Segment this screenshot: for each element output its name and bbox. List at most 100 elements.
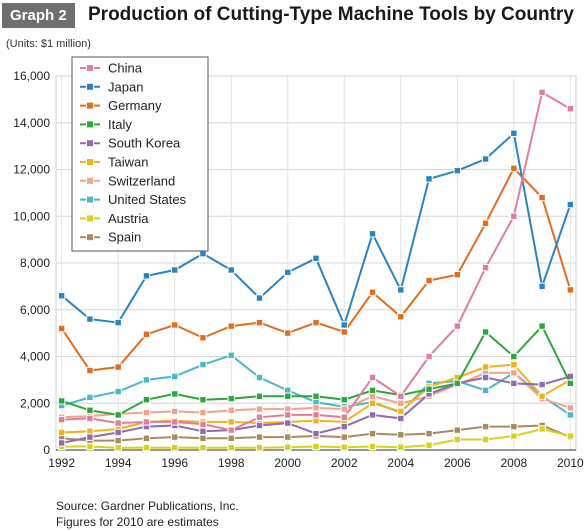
source-note: Source: Gardner Publications, Inc.	[56, 499, 239, 513]
data-point-china	[340, 413, 348, 421]
data-point-austria	[340, 443, 348, 451]
y-tick-label: 16,000	[13, 69, 50, 83]
data-point-austria	[114, 443, 122, 452]
data-point-switzerland	[397, 399, 405, 407]
data-point-spain	[199, 434, 207, 443]
data-point-austria	[142, 443, 151, 452]
data-point-china	[142, 418, 151, 426]
data-point-italy	[538, 322, 546, 330]
data-point-germany	[425, 276, 433, 285]
y-tick-label: 6,000	[20, 303, 50, 317]
y-tick-label: 10,000	[13, 209, 50, 223]
data-point-taiwan	[397, 407, 405, 416]
legend-marker-germany	[86, 101, 94, 110]
data-point-austria	[199, 443, 207, 452]
legend-marker-austria	[86, 214, 94, 223]
data-point-south-korea	[312, 429, 320, 438]
data-point-japan	[57, 292, 66, 300]
data-point-spain	[397, 431, 405, 439]
data-point-switzerland	[340, 405, 348, 413]
data-point-spain	[114, 436, 122, 445]
legend-label-china: China	[108, 61, 143, 76]
data-point-south-korea	[284, 419, 292, 427]
data-point-switzerland	[227, 406, 235, 414]
data-point-switzerland	[170, 407, 179, 416]
x-tick-label: 2002	[331, 456, 358, 470]
data-point-china	[481, 263, 490, 272]
data-point-germany	[255, 318, 264, 327]
data-point-italy	[227, 394, 235, 403]
data-point-spain	[170, 433, 179, 441]
legend-label-united-states: United States	[108, 192, 187, 207]
legend-label-japan: Japan	[108, 79, 143, 94]
legend-label-italy: Italy	[108, 117, 132, 132]
x-tick-label: 1998	[218, 456, 245, 470]
data-point-china	[312, 411, 320, 419]
data-point-switzerland	[566, 404, 575, 412]
data-point-china	[284, 411, 292, 419]
data-point-china	[566, 105, 575, 113]
estimate-note: Figures for 2010 are estimates	[56, 515, 219, 529]
data-point-japan	[284, 268, 292, 277]
legend-marker-japan	[86, 82, 94, 91]
data-point-austria	[538, 425, 546, 433]
data-point-germany	[57, 324, 66, 333]
x-tick-label: 2000	[274, 456, 301, 470]
data-point-united-states	[566, 411, 575, 419]
data-point-united-states	[114, 387, 122, 396]
data-point-italy	[142, 396, 151, 404]
data-point-italy	[312, 392, 320, 400]
y-tick-label: 2,000	[20, 396, 50, 410]
x-tick-label: 1992	[48, 456, 75, 470]
data-point-japan	[86, 315, 94, 323]
data-point-japan	[114, 318, 122, 327]
data-point-germany	[199, 334, 207, 342]
data-point-italy	[86, 406, 94, 414]
data-point-germany	[114, 363, 122, 371]
data-point-austria	[227, 443, 235, 452]
data-point-italy	[57, 397, 66, 405]
data-point-japan	[142, 272, 151, 280]
data-point-spain	[340, 433, 348, 441]
data-point-china	[510, 212, 518, 220]
y-tick-label: 4,000	[20, 350, 50, 364]
data-point-japan	[170, 266, 179, 274]
legend-marker-south-korea	[86, 139, 94, 148]
x-tick-label: 2006	[444, 456, 471, 470]
data-point-china	[86, 414, 94, 423]
x-tick-label: 1994	[105, 456, 132, 470]
data-point-south-korea	[114, 428, 122, 437]
chart-footer: Source: Gardner Publications, Inc. Figur…	[56, 498, 239, 530]
data-point-germany	[368, 288, 377, 296]
data-point-china	[425, 352, 433, 361]
chart-title: Production of Cutting-Type Machine Tools…	[88, 4, 574, 25]
data-point-china	[170, 418, 179, 426]
data-point-germany	[86, 366, 94, 375]
data-point-spain	[481, 422, 490, 431]
data-point-italy	[368, 386, 377, 395]
data-point-japan	[453, 166, 462, 175]
data-point-spain	[255, 433, 264, 441]
legend-marker-united-states	[86, 195, 94, 204]
data-point-united-states	[255, 373, 264, 382]
data-point-japan	[425, 175, 433, 183]
data-point-germany	[453, 270, 462, 279]
data-point-austria	[566, 432, 575, 440]
data-point-austria	[86, 442, 94, 451]
data-point-italy	[340, 396, 348, 404]
data-point-south-korea	[397, 414, 405, 423]
data-point-japan	[255, 294, 264, 302]
data-point-south-korea	[340, 422, 348, 431]
data-point-south-korea	[57, 439, 66, 447]
data-point-taiwan	[227, 418, 235, 426]
data-point-switzerland	[142, 408, 151, 417]
data-point-japan	[538, 282, 546, 291]
data-point-italy	[170, 390, 179, 398]
data-point-china	[199, 420, 207, 428]
legend-label-south-korea: South Korea	[108, 136, 181, 151]
y-tick-label: 0	[43, 443, 50, 457]
data-point-austria	[453, 435, 462, 444]
data-point-united-states	[199, 360, 207, 369]
legend-marker-china	[86, 64, 94, 72]
